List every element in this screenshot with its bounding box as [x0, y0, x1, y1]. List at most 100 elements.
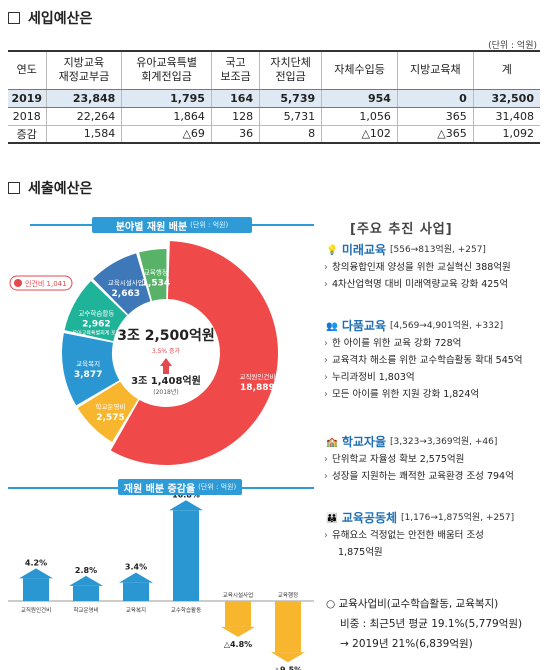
slice-label: 학교운영비 — [96, 402, 126, 411]
revenue-unit: (단위 : 억원) — [488, 41, 537, 51]
bar-value-label: 3.4% — [125, 563, 147, 572]
lightbulb-icon: 💡 — [326, 245, 338, 256]
project-group: 🏫 학교자율 [3,323→3,369억원, +46] 단위학교 자율성 확보 … — [324, 434, 514, 485]
table-cell: 1,864 — [121, 107, 212, 126]
slice-value: 2,962 — [82, 320, 110, 330]
column-header: 계 — [473, 50, 540, 90]
arrow-up-icon — [169, 500, 203, 511]
people-icon: 👥 — [326, 321, 338, 332]
key-projects-title: [주요 추진 사업] — [350, 222, 453, 237]
arrow-down-icon — [221, 626, 255, 637]
column-header: 유아교육특별 회계전입금 — [121, 50, 212, 90]
divider — [8, 487, 118, 489]
community-icon: 👪 — [326, 513, 338, 524]
column-header: 지방교육 재정교부금 — [46, 50, 123, 90]
growth-bar — [173, 510, 199, 601]
bar-category-label: 교육시설사업 — [223, 591, 253, 599]
growth-bar — [225, 601, 251, 627]
list-item: 단위학교 자율성 확보 2,575억원 — [324, 451, 514, 468]
table-row: 2018 22,264 1,864 128 5,731 1,056 365 31,408 — [8, 107, 540, 126]
revenue-table: 연도 지방교육 재정교부금 유아교육특별 회계전입금 국고 보조금 자치단체 전입금 자체수입등 지… — [8, 50, 540, 144]
slice-label: 교수학습활동 — [78, 309, 114, 318]
donut-center — [114, 301, 218, 405]
revenue-section-title: 세입예산은 — [8, 8, 92, 28]
slice-label: 교육시설사업 — [108, 278, 144, 287]
table-cell: 1,092 — [473, 125, 540, 144]
up-arrow-icon — [160, 358, 172, 374]
bar-category-label: 교육행정 — [278, 591, 298, 599]
donut-center-prev: 3조 1,408억원 — [131, 374, 201, 387]
column-header: 연도 — [8, 50, 47, 90]
table-cell: 36 — [211, 125, 261, 144]
allocation-donut-chart: 3조 2,500억원 3.5% 증가 3조 1,408억원 (2018년) 교직… — [9, 241, 278, 465]
slice-value: 3,877 — [74, 370, 102, 380]
column-header: 자치단체 전입금 — [259, 50, 323, 90]
column-header: 자체수입등 — [321, 50, 398, 90]
personnel-badge — [9, 275, 73, 291]
slice-label: 교육복지 — [76, 359, 100, 368]
divider — [242, 487, 314, 489]
list-item: 교육격차 해소를 위한 교수학습활동 확대 545억 — [324, 352, 523, 369]
table-cell: 31,408 — [473, 107, 540, 126]
table-cell: 1,584 — [46, 125, 123, 144]
donut-slice — [139, 249, 167, 301]
growth-bar — [73, 585, 99, 601]
column-header: 국고 보조금 — [211, 50, 261, 90]
donut-center-prev-year: (2018년) — [153, 388, 178, 396]
bar-category-label: 교직원인건비 — [21, 606, 51, 614]
table-cell: 954 — [321, 89, 398, 108]
list-item: 유해요소 걱정없는 안전한 배움터 조성 — [324, 527, 514, 544]
table-cell: 5,739 — [259, 89, 323, 108]
arrow-up-icon — [69, 575, 103, 586]
table-cell: △102 — [321, 125, 398, 144]
table-cell: 23,848 — [46, 89, 123, 108]
table-cell: 32,500 — [473, 89, 540, 108]
project-group: 💡 미래교육 [556→813억원, +257] 창의융합인재 양성을 위한 교… — [324, 242, 511, 293]
table-row: 2019 23,848 1,795 164 5,739 954 0 32,500 — [8, 89, 540, 108]
slice-value: 1,534 — [142, 279, 170, 289]
donut-slice — [93, 253, 151, 315]
column-header: 지방교육채 — [397, 50, 474, 90]
donut-slice — [64, 281, 128, 342]
table-cell: 164 — [211, 89, 261, 108]
slice-value: 2,663 — [112, 289, 140, 299]
growth-banner: 재원 배분 증감율 (단위 : 억원) — [118, 479, 242, 495]
year-cell: 증감 — [8, 125, 47, 144]
table-cell: 365 — [397, 107, 474, 126]
bar-value-label: 2.8% — [75, 566, 97, 575]
expenditure-section-title: 세출예산은 — [8, 178, 92, 198]
bar-category-label: 교육복지 — [126, 606, 146, 614]
growth-bar — [275, 601, 301, 653]
table-cell: 128 — [211, 107, 261, 126]
growth-bar — [123, 582, 149, 601]
project-group: 👥 다품교육 [4,569→4,901억원, +332] 한 아이를 위한 교육… — [324, 318, 523, 403]
list-item: 누리과정비 1,803억 — [324, 369, 523, 386]
table-cell: 22,264 — [46, 107, 123, 126]
list-item: 성장을 지원하는 쾌적한 교육환경 조성 794억 — [324, 468, 514, 485]
divider — [252, 224, 314, 226]
list-item-note: 1,875억원 — [338, 547, 383, 558]
slice-value: 18,889 — [240, 383, 275, 393]
slice-value: 2,575 — [96, 413, 124, 423]
growth-bar — [23, 578, 49, 601]
donut-slice — [110, 241, 278, 465]
year-cell: 2019 — [8, 89, 47, 108]
table-cell: △69 — [121, 125, 212, 144]
table-cell: △365 — [397, 125, 474, 144]
checkbox-square-icon — [8, 12, 20, 24]
donut-center-main: 3조 2,500억원 — [117, 328, 215, 344]
slice-note: 유아교육특별회계 포함 — [73, 330, 121, 337]
bottom-note: ○ 교육사업비(교수학습활동, 교육복지) 비중 : 최근5년 평균 19.1%… — [326, 598, 523, 650]
bar-value-label: 16.8% — [172, 495, 200, 499]
year-cell: 2018 — [8, 107, 47, 126]
bar-value-label: △9.5% — [274, 665, 302, 670]
list-item: 한 아이를 위한 교육 강화 728억 — [324, 335, 523, 352]
arrow-up-icon — [119, 572, 153, 583]
project-group: 👪 교육공동체 [1,176→1,875억원, +257] 유해요소 걱정없는 … — [324, 510, 514, 561]
list-item: 창의융합인재 양성을 위한 교실혁신 388억원 — [324, 259, 511, 276]
donut-banner: 분야별 재원 배분 (단위 : 억원) — [92, 217, 252, 233]
donut-slice — [77, 381, 138, 442]
list-item: 모든 아이를 위한 지원 강화 1,824억 — [324, 386, 523, 403]
revenue-table-header: 연도 지방교육 재정교부금 유아교육특별 회계전입금 국고 보조금 자치단체 전입금 자체수입등 지… — [8, 50, 540, 90]
bar-category-label: 학교운영비 — [73, 606, 98, 614]
